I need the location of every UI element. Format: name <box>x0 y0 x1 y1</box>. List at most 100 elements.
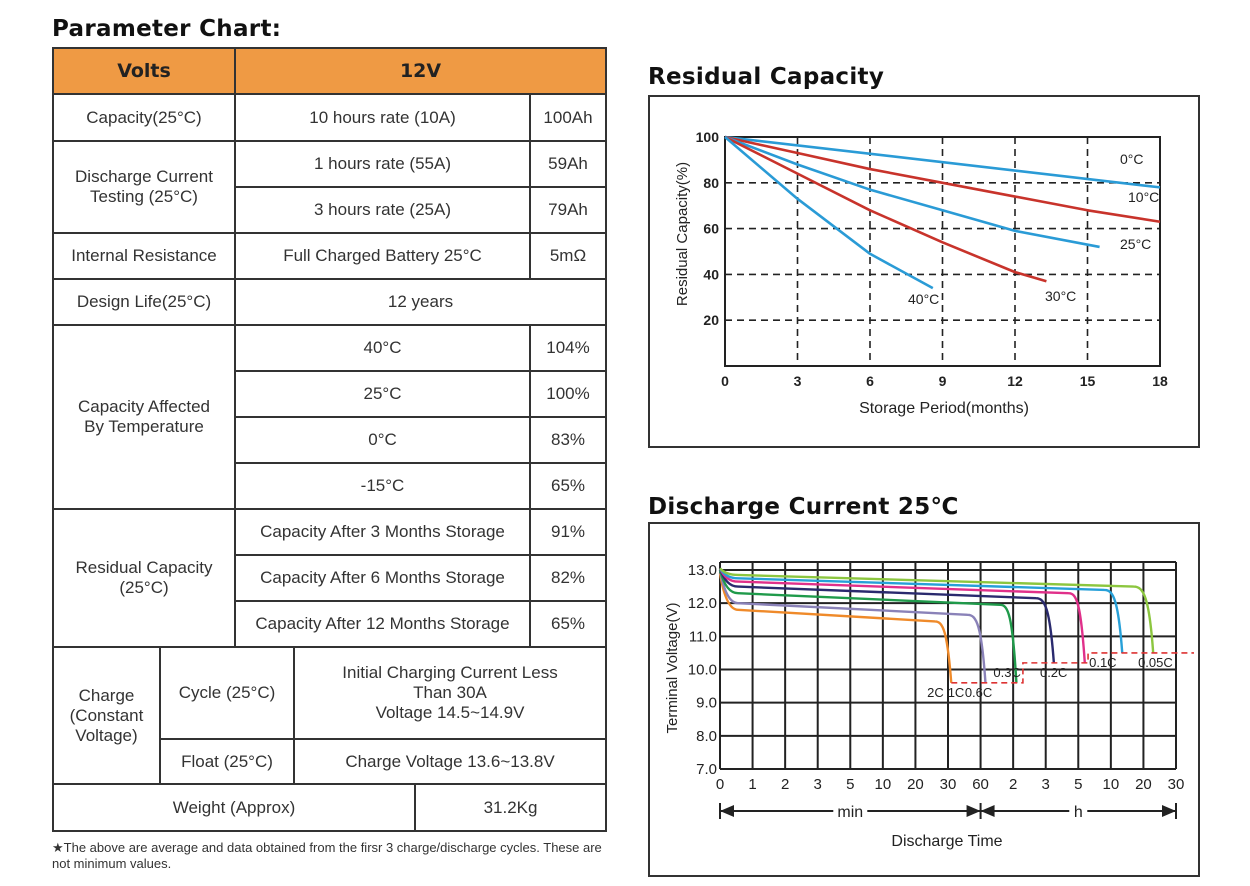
discharge-x-tick: 2 <box>1009 776 1017 793</box>
residual-x-tick: 18 <box>1152 373 1168 389</box>
residual-capacity-chart: Residual Capacity(%) Storage Period(mont… <box>674 129 1168 417</box>
discharge-x-tick: 2 <box>781 776 789 793</box>
residual-series-line <box>724 136 934 290</box>
residual-x-tick: 3 <box>794 373 802 389</box>
temperature-value: 83% <box>528 416 608 464</box>
parameter-table: Volts 12V Capacity(25°C) 10 hours rate (… <box>52 47 608 832</box>
parameter-chart-title: Parameter Chart: <box>52 16 282 42</box>
float-value: Charge Voltage 13.6~13.8V <box>292 738 608 785</box>
discharge-x-tick: 5 <box>846 776 854 793</box>
discharge-series-curve <box>718 567 1086 663</box>
discharge-y-tick: 12.0 <box>688 595 717 612</box>
residual-series-label: 40°C <box>908 291 939 307</box>
residual-series-label: 10°C <box>1128 189 1159 205</box>
unit-label-background <box>833 801 868 821</box>
discharge-series-label: 0.2C <box>1040 665 1067 680</box>
residual-series-label: 0°C <box>1120 151 1144 167</box>
discharge-3h-rate: 3 hours rate (25A) <box>234 186 531 234</box>
capacity-value: 100Ah <box>528 93 608 142</box>
residual-label: Residual Capacity (25°C) <box>52 508 236 648</box>
weight-value: 31.2Kg <box>413 783 608 832</box>
residual-chart-frame <box>648 95 1200 448</box>
residual-plot-area <box>724 136 1161 367</box>
discharge-series-label: 2C <box>927 685 944 700</box>
discharge-x-tick: 60 <box>972 776 989 793</box>
discharge-series-curve <box>718 569 987 683</box>
discharge-3h-value: 79Ah <box>528 186 608 234</box>
discharge-series-label: 1C <box>948 685 965 700</box>
discharge-y-tick: 7.0 <box>696 761 717 778</box>
residual-x-tick: 9 <box>939 373 947 389</box>
arrow-right-icon <box>966 805 981 817</box>
charge-label: Charge (Constant Voltage) <box>52 646 161 785</box>
discharge-series-label: 0.3C <box>993 665 1020 680</box>
temperature-label: Capacity Affected By Temperature <box>52 324 236 510</box>
temperature-cell: 0°C <box>234 416 531 464</box>
residual-value: 65% <box>528 600 608 648</box>
hour-unit-label: h <box>1074 804 1083 821</box>
discharge-series-curve <box>718 569 1018 683</box>
cutoff-voltage-line <box>951 652 1194 684</box>
temperature-value: 65% <box>528 462 608 510</box>
discharge-x-tick: 20 <box>1135 776 1152 793</box>
discharge-series-curve <box>718 567 1056 663</box>
residual-x-tick: 0 <box>721 373 729 389</box>
discharge-y-tick: 9.0 <box>696 695 717 712</box>
discharge-x-tick: 20 <box>907 776 924 793</box>
arrow-left-icon <box>720 805 734 817</box>
float-label: Float (25°C) <box>159 738 295 785</box>
temperature-value: 104% <box>528 324 608 372</box>
volts-header: Volts <box>52 47 236 95</box>
discharge-x-tick: 30 <box>1168 776 1185 793</box>
design-life-label: Design Life(25°C) <box>52 278 236 326</box>
residual-value: 82% <box>528 554 608 602</box>
residual-series-line <box>724 135 1047 283</box>
discharge-series-label: 0.6C <box>965 685 992 700</box>
residual-ylabel: Residual Capacity(%) <box>674 162 691 306</box>
weight-label: Weight (Approx) <box>52 783 416 832</box>
residual-series-label: 25°C <box>1120 236 1151 252</box>
residual-series-line <box>724 135 1161 189</box>
discharge-x-tick: 5 <box>1074 776 1082 793</box>
footnote: ★The above are average and data obtained… <box>52 840 602 871</box>
residual-series-line <box>724 135 1100 249</box>
temperature-cell: 25°C <box>234 370 531 418</box>
temperature-cell: 40°C <box>234 324 531 372</box>
residual-condition: Capacity After 3 Months Storage <box>234 508 531 556</box>
residual-value: 91% <box>528 508 608 556</box>
discharge-y-tick: 13.0 <box>688 562 717 579</box>
residual-y-tick: 80 <box>703 175 719 191</box>
discharge-series-curve <box>718 567 1124 654</box>
residual-y-tick: 20 <box>703 312 719 328</box>
discharge-1h-rate: 1 hours rate (55A) <box>234 140 531 188</box>
residual-series-label: 30°C <box>1045 288 1076 304</box>
design-life-value: 12 years <box>233 278 608 326</box>
discharge-series-curve <box>719 567 1155 654</box>
discharge-chart-frame <box>648 522 1200 877</box>
discharge-label: Discharge Current Testing (25°C) <box>52 140 236 234</box>
temperature-cell: -15°C <box>234 462 531 510</box>
arrow-left-icon <box>980 805 995 817</box>
discharge-x-tick: 1 <box>748 776 756 793</box>
capacity-label: Capacity(25°C) <box>52 93 236 142</box>
residual-x-tick: 12 <box>1007 373 1023 389</box>
discharge-series-label: 0.05C <box>1138 655 1173 670</box>
residual-y-tick: 60 <box>703 221 719 237</box>
unit-label-background <box>1069 801 1088 821</box>
discharge-x-tick: 3 <box>814 776 822 793</box>
cycle-value: Initial Charging Current Less Than 30A V… <box>292 646 608 740</box>
discharge-x-tick: 10 <box>875 776 892 793</box>
cycle-label: Cycle (25°C) <box>159 646 295 740</box>
discharge-x-tick: 30 <box>940 776 957 793</box>
discharge-y-tick: 11.0 <box>689 628 717 645</box>
arrow-right-icon <box>1162 805 1176 817</box>
temperature-value: 100% <box>528 370 608 418</box>
discharge-x-tick: 10 <box>1103 776 1120 793</box>
resistance-value: 5mΩ <box>528 232 608 280</box>
discharge-series-curve <box>718 573 953 683</box>
discharge-1h-value: 59Ah <box>528 140 608 188</box>
residual-x-tick: 15 <box>1080 373 1096 389</box>
discharge-x-tick: 3 <box>1042 776 1050 793</box>
resistance-label: Internal Resistance <box>52 232 236 280</box>
discharge-x-tick: 0 <box>716 776 724 793</box>
